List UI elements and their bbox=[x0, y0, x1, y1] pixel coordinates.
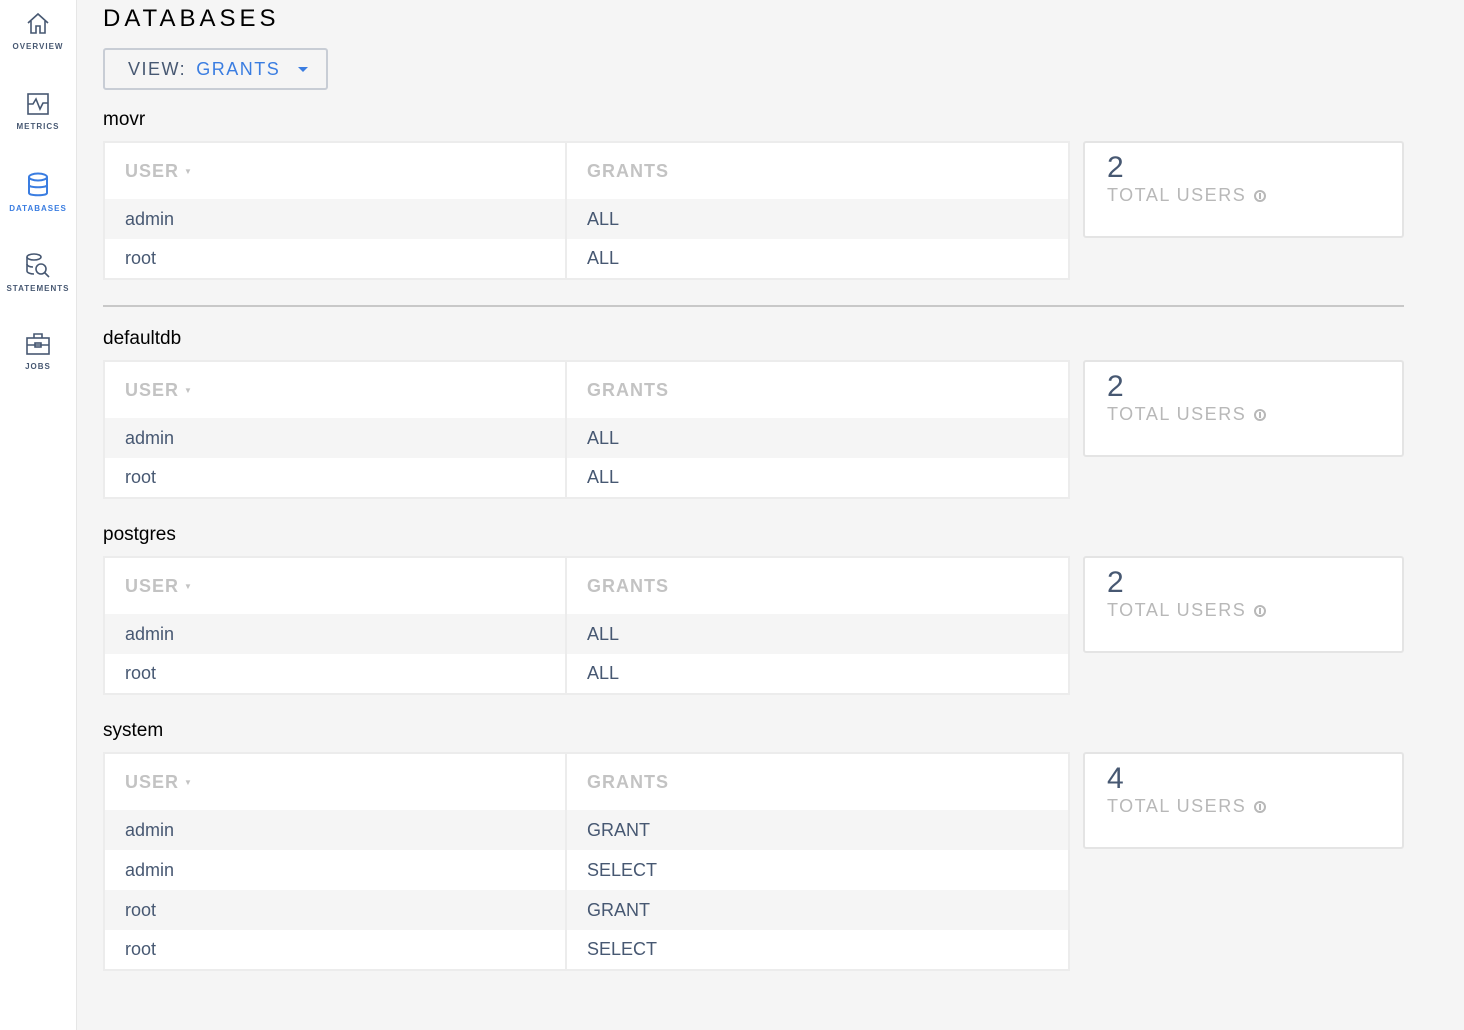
total-users-count: 2 bbox=[1107, 370, 1124, 403]
sidebar: OVERVIEW METRICS DATABASES STATEMENTS JOBS bbox=[0, 0, 77, 1030]
total-users-card: 2 TOTAL USERS bbox=[1083, 556, 1404, 653]
sidebar-item-label: METRICS bbox=[16, 122, 60, 131]
total-users-label: TOTAL USERS bbox=[1107, 404, 1247, 424]
grant-cell: ALL bbox=[587, 208, 620, 229]
total-users-card: 2 TOTAL USERS bbox=[1083, 360, 1404, 457]
user-column-header[interactable]: USER ▼ bbox=[104, 142, 567, 199]
grants-column-header: GRANTS bbox=[587, 160, 669, 181]
grants-table: USER ▼ GRANTS admin ALL root ALL bbox=[103, 360, 1070, 499]
user-header-label: USER bbox=[125, 379, 180, 400]
info-icon[interactable] bbox=[1254, 800, 1267, 813]
grant-cell: GRANT bbox=[587, 819, 650, 840]
total-users-label: TOTAL USERS bbox=[1107, 600, 1247, 620]
total-users-count: 4 bbox=[1107, 762, 1124, 795]
user-header-label: USER bbox=[125, 575, 180, 596]
grant-cell: SELECT bbox=[587, 859, 658, 880]
view-value: GRANTS bbox=[196, 58, 281, 79]
sidebar-item-label: OVERVIEW bbox=[12, 42, 64, 51]
table-row: root ALL bbox=[104, 239, 1069, 279]
section-divider bbox=[103, 305, 1404, 307]
user-cell: admin bbox=[104, 418, 567, 458]
user-column-header[interactable]: USER ▼ bbox=[104, 361, 567, 418]
statements-icon bbox=[0, 252, 76, 278]
sidebar-item-label: JOBS bbox=[25, 362, 51, 371]
sidebar-item-databases[interactable]: DATABASES bbox=[0, 172, 76, 213]
table-row: admin GRANT bbox=[104, 810, 1069, 850]
user-header-label: USER bbox=[125, 160, 180, 181]
total-users-card: 2 TOTAL USERS bbox=[1083, 141, 1404, 238]
view-label: VIEW: bbox=[128, 58, 187, 79]
sort-caret-icon: ▼ bbox=[184, 167, 193, 177]
caret-down-icon bbox=[298, 66, 309, 72]
table-row: admin ALL bbox=[104, 614, 1069, 654]
metrics-icon bbox=[0, 92, 76, 116]
info-icon[interactable] bbox=[1254, 604, 1267, 617]
page-title: DATABASES bbox=[103, 5, 280, 32]
grant-cell: ALL bbox=[587, 623, 620, 644]
database-name: defaultdb bbox=[103, 328, 182, 349]
user-cell: root bbox=[104, 458, 567, 498]
user-column-header[interactable]: USER ▼ bbox=[104, 753, 567, 810]
sidebar-item-jobs[interactable]: JOBS bbox=[0, 332, 76, 371]
database-section: postgres USER ▼ GRANTS admin ALL root ALL 2 TOTAL… bbox=[103, 524, 1404, 695]
grants-table: USER ▼ GRANTS admin ALL root ALL bbox=[103, 556, 1070, 695]
user-cell: admin bbox=[104, 199, 567, 239]
grant-cell: GRANT bbox=[587, 899, 650, 920]
sort-caret-icon: ▼ bbox=[184, 582, 193, 592]
grant-cell: ALL bbox=[587, 427, 620, 448]
database-name: movr bbox=[103, 109, 146, 130]
sidebar-item-statements[interactable]: STATEMENTS bbox=[0, 252, 76, 293]
database-name: system bbox=[103, 720, 164, 741]
database-section: defaultdb USER ▼ GRANTS admin ALL root ALL 2 TOTA… bbox=[103, 328, 1404, 499]
table-row: root ALL bbox=[104, 458, 1069, 498]
database-section: system USER ▼ GRANTS admin GRANT admin SELECT ro… bbox=[103, 720, 1404, 971]
user-cell: admin bbox=[104, 810, 567, 850]
table-row: admin SELECT bbox=[104, 850, 1069, 890]
user-cell: root bbox=[104, 239, 567, 279]
user-cell: admin bbox=[104, 850, 567, 890]
grant-cell: ALL bbox=[587, 663, 620, 683]
total-users-label: TOTAL USERS bbox=[1107, 185, 1247, 205]
user-cell: root bbox=[104, 890, 567, 930]
total-users-label: TOTAL USERS bbox=[1107, 796, 1247, 816]
home-icon bbox=[0, 12, 76, 36]
grant-cell: SELECT bbox=[587, 939, 658, 959]
sidebar-item-overview[interactable]: OVERVIEW bbox=[0, 12, 76, 51]
user-cell: root bbox=[104, 930, 567, 970]
table-row: root GRANT bbox=[104, 890, 1069, 930]
sidebar-item-metrics[interactable]: METRICS bbox=[0, 92, 76, 131]
grant-cell: ALL bbox=[587, 248, 620, 268]
database-list: movr USER ▼ GRANTS admin ALL root ALL 2 TOTAL USE… bbox=[103, 109, 1404, 996]
user-cell: admin bbox=[104, 614, 567, 654]
sidebar-item-label: STATEMENTS bbox=[6, 284, 70, 293]
table-row: admin ALL bbox=[104, 199, 1069, 239]
user-cell: root bbox=[104, 654, 567, 694]
table-row: admin ALL bbox=[104, 418, 1069, 458]
user-header-label: USER bbox=[125, 771, 180, 792]
jobs-icon bbox=[0, 332, 76, 356]
total-users-card: 4 TOTAL USERS bbox=[1083, 752, 1404, 849]
grants-column-header: GRANTS bbox=[587, 771, 669, 792]
info-icon[interactable] bbox=[1254, 408, 1267, 421]
database-section: movr USER ▼ GRANTS admin ALL root ALL 2 TOTAL USE… bbox=[103, 109, 1404, 280]
table-row: root SELECT bbox=[104, 930, 1069, 970]
view-selector-dropdown[interactable]: VIEW: GRANTS bbox=[103, 48, 328, 90]
database-name: postgres bbox=[103, 524, 176, 545]
sidebar-item-label: DATABASES bbox=[9, 204, 67, 213]
grants-column-header: GRANTS bbox=[587, 379, 669, 400]
grants-table: USER ▼ GRANTS admin GRANT admin SELECT root GRAN… bbox=[103, 752, 1070, 971]
grant-cell: ALL bbox=[587, 467, 620, 487]
total-users-count: 2 bbox=[1107, 566, 1124, 599]
total-users-count: 2 bbox=[1107, 151, 1124, 184]
table-row: root ALL bbox=[104, 654, 1069, 694]
info-icon[interactable] bbox=[1254, 189, 1267, 202]
sort-caret-icon: ▼ bbox=[184, 386, 193, 396]
grants-column-header: GRANTS bbox=[587, 575, 669, 596]
grants-table: USER ▼ GRANTS admin ALL root ALL bbox=[103, 141, 1070, 280]
user-column-header[interactable]: USER ▼ bbox=[104, 557, 567, 614]
database-icon bbox=[0, 172, 76, 198]
sort-caret-icon: ▼ bbox=[184, 778, 193, 788]
